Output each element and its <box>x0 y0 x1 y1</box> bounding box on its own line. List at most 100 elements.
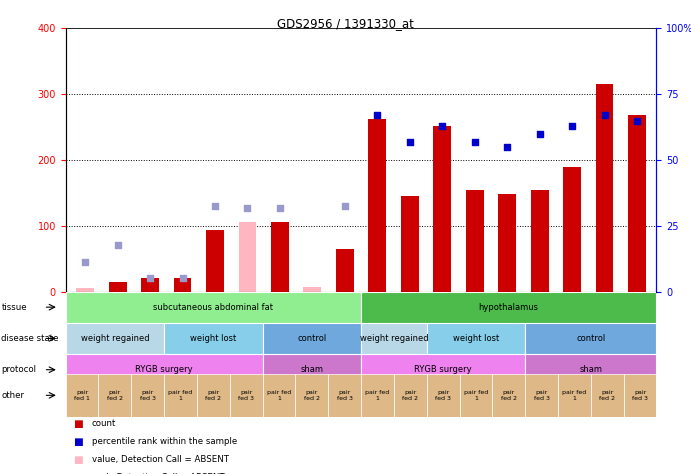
Bar <box>108 282 126 292</box>
Text: weight lost: weight lost <box>453 334 499 343</box>
Text: pair
fed 3: pair fed 3 <box>140 390 155 401</box>
Point <box>79 258 91 266</box>
Bar <box>141 278 159 292</box>
Text: tissue: tissue <box>1 303 27 311</box>
Bar <box>164 323 263 354</box>
Text: pair fed
1: pair fed 1 <box>366 390 390 401</box>
Bar <box>76 288 94 292</box>
Bar <box>460 374 492 417</box>
Bar <box>525 354 656 385</box>
Text: disease state: disease state <box>1 334 59 343</box>
Text: pair
fed 1: pair fed 1 <box>74 390 90 401</box>
Text: weight regained: weight regained <box>359 334 428 343</box>
Bar <box>229 374 263 417</box>
Text: pair
fed 2: pair fed 2 <box>402 390 418 401</box>
Point <box>599 111 610 119</box>
Bar <box>623 374 656 417</box>
Text: pair
fed 2: pair fed 2 <box>205 390 221 401</box>
Text: weight lost: weight lost <box>190 334 236 343</box>
Bar <box>206 230 224 292</box>
Text: sham: sham <box>579 365 603 374</box>
Bar <box>164 374 197 417</box>
Text: control: control <box>576 334 605 343</box>
Bar <box>66 323 164 354</box>
Text: pair
fed 2: pair fed 2 <box>107 390 123 401</box>
Bar <box>173 278 191 292</box>
Text: protocol: protocol <box>1 365 37 374</box>
Text: subcutaneous abdominal fat: subcutaneous abdominal fat <box>153 303 274 311</box>
Text: hypothalamus: hypothalamus <box>479 303 539 311</box>
Point <box>567 122 578 129</box>
Bar <box>66 374 98 417</box>
Text: ■: ■ <box>73 473 82 474</box>
Bar <box>263 354 361 385</box>
Point <box>112 242 123 249</box>
Bar <box>466 190 484 292</box>
Text: pair
fed 3: pair fed 3 <box>238 390 254 401</box>
Bar <box>263 323 361 354</box>
Bar <box>361 354 525 385</box>
Text: control: control <box>297 334 326 343</box>
Bar <box>328 374 361 417</box>
Bar <box>98 374 131 417</box>
Text: RYGB surgery: RYGB surgery <box>415 365 472 374</box>
Point <box>209 202 220 210</box>
Point <box>404 138 415 146</box>
Text: pair
fed 2: pair fed 2 <box>501 390 517 401</box>
Point <box>339 202 350 210</box>
Text: pair fed
1: pair fed 1 <box>267 390 291 401</box>
Bar <box>531 190 549 292</box>
Bar <box>498 194 516 292</box>
Bar <box>628 115 646 292</box>
Bar <box>303 287 321 292</box>
Text: pair
fed 2: pair fed 2 <box>599 390 615 401</box>
Text: RYGB surgery: RYGB surgery <box>135 365 193 374</box>
Point <box>469 138 480 146</box>
Text: GDS2956 / 1391330_at: GDS2956 / 1391330_at <box>277 17 414 29</box>
Point <box>534 130 545 137</box>
Text: count: count <box>92 419 116 428</box>
Bar <box>426 323 525 354</box>
Bar <box>563 166 581 292</box>
Point <box>144 274 155 282</box>
Bar <box>361 292 656 323</box>
Bar <box>426 374 460 417</box>
Text: ■: ■ <box>73 419 82 429</box>
Text: pair
fed 3: pair fed 3 <box>435 390 451 401</box>
Text: percentile rank within the sample: percentile rank within the sample <box>92 438 237 446</box>
Bar <box>361 323 426 354</box>
Text: ■: ■ <box>73 455 82 465</box>
Bar <box>525 374 558 417</box>
Bar <box>66 354 263 385</box>
Bar <box>271 222 289 292</box>
Point <box>632 117 643 124</box>
Bar <box>238 222 256 292</box>
Bar <box>66 292 361 323</box>
Bar <box>394 374 426 417</box>
Bar <box>361 374 394 417</box>
Text: weight regained: weight regained <box>81 334 149 343</box>
Text: pair fed
1: pair fed 1 <box>169 390 193 401</box>
Bar <box>525 323 656 354</box>
Text: pair fed
1: pair fed 1 <box>464 390 488 401</box>
Bar <box>368 118 386 292</box>
Bar <box>197 374 229 417</box>
Bar <box>131 374 164 417</box>
Text: pair
fed 3: pair fed 3 <box>337 390 352 401</box>
Bar <box>591 374 623 417</box>
Bar <box>596 84 614 292</box>
Bar <box>295 374 328 417</box>
Point <box>242 204 253 212</box>
Text: value, Detection Call = ABSENT: value, Detection Call = ABSENT <box>92 456 229 464</box>
Point <box>177 274 188 282</box>
Text: pair
fed 3: pair fed 3 <box>533 390 549 401</box>
Bar <box>558 374 591 417</box>
Text: other: other <box>1 391 24 400</box>
Text: ■: ■ <box>73 437 82 447</box>
Text: pair
fed 3: pair fed 3 <box>632 390 648 401</box>
Text: pair fed
1: pair fed 1 <box>562 390 587 401</box>
Bar <box>492 374 525 417</box>
Bar <box>401 196 419 292</box>
Point <box>502 143 513 151</box>
Point <box>274 204 285 212</box>
